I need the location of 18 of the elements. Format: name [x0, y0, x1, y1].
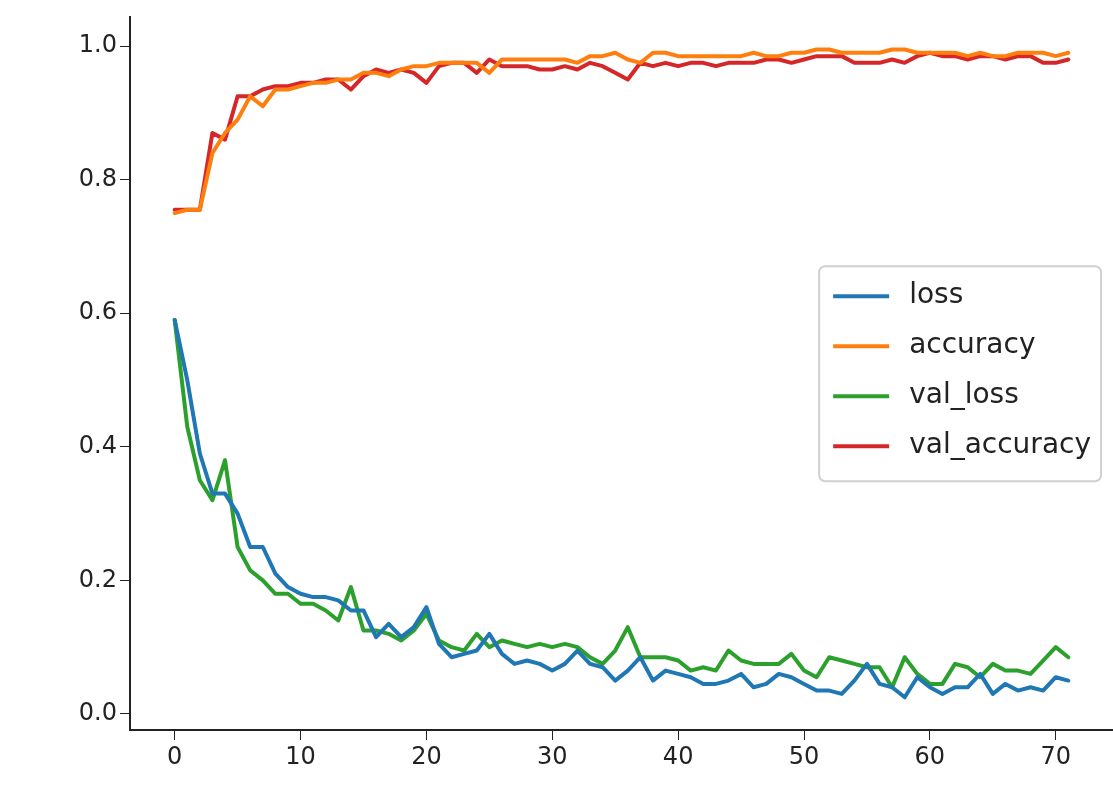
y-tick-label: 1.0 [78, 30, 117, 59]
y-tick-label: 0.2 [78, 564, 117, 593]
x-tick-label: 40 [662, 741, 694, 770]
x-tick-label: 60 [914, 741, 946, 770]
y-tick-label: 0.6 [78, 297, 117, 326]
y-tick-label: 0.8 [78, 163, 117, 192]
x-tick-label: 30 [537, 741, 568, 770]
legend-label: val_accuracy [909, 427, 1092, 461]
legend-label: accuracy [909, 327, 1036, 361]
x-tick-label: 0 [167, 741, 183, 770]
legend-label: val_loss [909, 377, 1019, 411]
y-tick-label: 0.0 [78, 698, 117, 727]
x-tick-label: 50 [788, 741, 820, 770]
x-tick-label: 70 [1040, 741, 1072, 770]
x-tick-label: 10 [285, 741, 316, 770]
legend-label: loss [909, 277, 964, 311]
y-tick-label: 0.4 [78, 431, 117, 460]
x-tick-label: 20 [411, 741, 442, 770]
